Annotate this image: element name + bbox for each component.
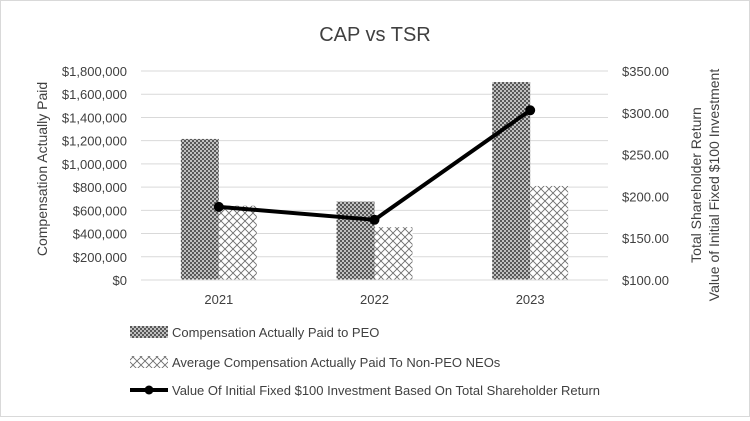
y2-tick-label: $350.00 xyxy=(622,64,669,79)
x-tick-label: 2021 xyxy=(204,292,233,307)
tsr-point xyxy=(369,214,380,225)
y-tick-label: $0 xyxy=(113,273,127,288)
y2-tick-label: $250.00 xyxy=(622,148,669,163)
y2-axis-ticks: $100.00 $150.00 $200.00 $250.00 $300.00 $350.… xyxy=(622,64,669,288)
y2-tick-label: $150.00 xyxy=(622,231,669,246)
y-tick-label: $1,800,000 xyxy=(62,64,127,79)
x-tick-label: 2023 xyxy=(516,292,545,307)
y2-tick-label: $200.00 xyxy=(622,189,669,204)
legend-swatch-neo xyxy=(130,356,168,368)
legend-label-peo: Compensation Actually Paid to PEO xyxy=(172,325,379,340)
y2-axis-label-line2: Value of Initial Fixed $100 Investment xyxy=(706,69,722,302)
legend: Compensation Actually Paid to PEO Averag… xyxy=(130,325,600,398)
y-tick-label: $1,200,000 xyxy=(62,134,127,149)
bars-layer xyxy=(141,82,608,281)
y-axis-ticks: $0 $200,000 $400,000 $600,000 $800,000 $1,000… xyxy=(62,64,127,288)
y-tick-label: $600,000 xyxy=(73,203,127,218)
y2-tick-label: $300.00 xyxy=(622,106,669,121)
x-axis-ticks: 2021 2022 2023 xyxy=(204,292,544,307)
y-tick-label: $800,000 xyxy=(73,180,127,195)
chart-title: CAP vs TSR xyxy=(319,24,431,46)
x-tick-label: 2022 xyxy=(360,292,389,307)
y-tick-label: $200,000 xyxy=(73,250,127,265)
bar-neo xyxy=(218,205,257,280)
tsr-point xyxy=(525,105,536,116)
bar-peo xyxy=(180,138,219,280)
y-axis-label: Compensation Actually Paid xyxy=(34,82,50,256)
legend-line-marker xyxy=(144,385,154,395)
y-tick-label: $400,000 xyxy=(73,227,127,242)
bar-peo xyxy=(336,201,375,280)
bar-neo xyxy=(374,227,413,280)
bar-neo xyxy=(530,185,569,280)
y-tick-label: $1,600,000 xyxy=(62,87,127,102)
y2-tick-label: $100.00 xyxy=(622,273,669,288)
legend-label-neo: Average Compensation Actually Paid To No… xyxy=(172,355,501,370)
y2-axis-label-line1: Total Shareholder Return xyxy=(688,107,704,263)
line-layer xyxy=(213,105,536,225)
y-tick-label: $1,000,000 xyxy=(62,157,127,172)
legend-swatch-peo xyxy=(130,326,168,338)
y-tick-label: $1,400,000 xyxy=(62,110,127,125)
tsr-point xyxy=(213,201,224,212)
bar-peo xyxy=(492,82,531,281)
legend-label-tsr: Value Of Initial Fixed $100 Investment B… xyxy=(172,383,600,398)
